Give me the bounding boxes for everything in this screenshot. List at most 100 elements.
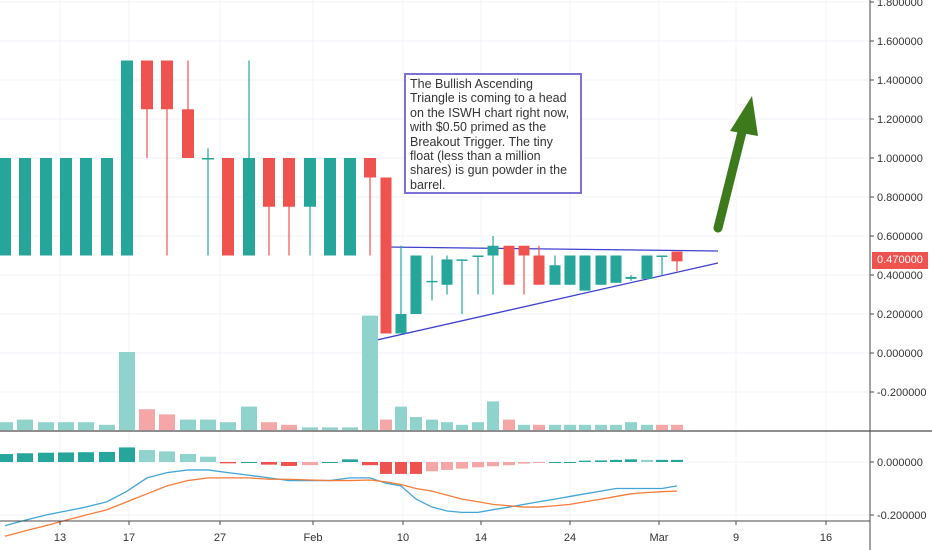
macd-histogram-bar bbox=[302, 462, 318, 466]
macd-tick-label: 0.000000 bbox=[877, 457, 923, 469]
macd-histogram-bar bbox=[281, 462, 297, 466]
macd-histogram-bar bbox=[241, 462, 257, 463]
macd-histogram-bar bbox=[579, 460, 591, 462]
volume-bar bbox=[456, 424, 468, 430]
candle-body bbox=[533, 255, 545, 285]
triangle-trendlines bbox=[367, 246, 719, 343]
macd-histogram-bar bbox=[472, 462, 484, 468]
candle-body bbox=[283, 158, 295, 207]
macd-panel bbox=[0, 430, 932, 537]
volume-bar bbox=[625, 422, 637, 430]
volume-bar bbox=[395, 406, 407, 430]
candle-body bbox=[19, 158, 31, 256]
candle-body bbox=[60, 158, 72, 256]
volume-bar bbox=[58, 422, 74, 430]
macd-histogram-bar bbox=[139, 450, 155, 462]
macd-histogram-bar bbox=[518, 462, 530, 464]
volume-bar bbox=[241, 406, 257, 430]
candle-body bbox=[182, 109, 194, 158]
macd-histogram-bar bbox=[456, 462, 468, 469]
price-tick-label: 1.000000 bbox=[877, 153, 923, 165]
macd-histogram-bar bbox=[395, 462, 407, 474]
candle-body bbox=[141, 60, 153, 110]
volume-bar bbox=[610, 424, 622, 430]
price-tick-label: -0.200000 bbox=[877, 387, 927, 399]
candle-body bbox=[564, 255, 576, 285]
support-line bbox=[367, 262, 719, 343]
volume-bar bbox=[78, 422, 94, 430]
macd-histogram-bar bbox=[180, 454, 196, 462]
candle-body bbox=[595, 255, 607, 285]
time-tick-label: 24 bbox=[564, 532, 576, 544]
volume-bar bbox=[119, 352, 135, 430]
macd-histogram-bar bbox=[17, 453, 33, 462]
volume-bar bbox=[261, 422, 277, 430]
candle-body bbox=[80, 158, 92, 256]
volume-bar bbox=[17, 419, 33, 430]
candle-body bbox=[456, 259, 468, 261]
volume-bar bbox=[200, 419, 216, 430]
candle-body bbox=[380, 177, 392, 334]
price-tick-label: 1.400000 bbox=[877, 75, 923, 87]
candle-body bbox=[610, 255, 622, 283]
volume-bar bbox=[441, 422, 453, 430]
breakout-arrow-icon bbox=[713, 96, 758, 233]
volume-bar bbox=[220, 422, 236, 430]
volume-bar bbox=[518, 424, 530, 430]
candle-body bbox=[222, 158, 234, 256]
candle-body bbox=[487, 245, 499, 256]
candle-body bbox=[344, 158, 356, 256]
candle-body bbox=[549, 265, 561, 285]
macd-histogram-bar bbox=[625, 459, 637, 462]
volume-bar bbox=[595, 424, 607, 430]
macd-histogram-bar bbox=[261, 462, 277, 465]
time-tick-label: Mar bbox=[650, 532, 669, 544]
candle-body bbox=[671, 251, 683, 262]
candle-body bbox=[243, 158, 255, 256]
candle-body bbox=[101, 158, 113, 256]
macd-tick-label: -0.200000 bbox=[877, 510, 927, 522]
time-tick-label: 14 bbox=[475, 532, 487, 544]
macd-histogram-bar bbox=[380, 462, 392, 474]
macd-histogram-bar bbox=[671, 459, 683, 462]
candle-body bbox=[625, 276, 637, 279]
price-tick-label: 1.600000 bbox=[877, 36, 923, 48]
macd-histogram-bar bbox=[220, 462, 236, 464]
arrow-head bbox=[730, 96, 758, 136]
last-price-tag: 0.470000 bbox=[872, 252, 928, 269]
macd-histogram-bar bbox=[487, 462, 499, 467]
volume-bar bbox=[362, 315, 378, 430]
candle-body bbox=[202, 158, 214, 160]
price-tick-label: 0.000000 bbox=[877, 348, 923, 360]
price-tick-label: 1.800000 bbox=[877, 0, 923, 9]
macd-histogram-bar bbox=[595, 460, 607, 462]
volume-bar bbox=[641, 424, 653, 430]
candle-body bbox=[518, 245, 530, 256]
candle-body bbox=[656, 255, 668, 257]
volume-bar bbox=[38, 422, 54, 430]
macd-histogram-bar bbox=[0, 454, 13, 462]
volume-bar bbox=[281, 424, 297, 430]
macd-histogram-bar bbox=[533, 462, 545, 463]
macd-histogram-bar bbox=[200, 456, 216, 462]
arrow-shaft bbox=[713, 115, 750, 233]
candle-body bbox=[161, 60, 173, 110]
macd-histogram-bar bbox=[342, 459, 358, 462]
candle-body bbox=[40, 158, 52, 256]
volume-bar bbox=[302, 427, 318, 430]
price-tick-label: 1.200000 bbox=[877, 114, 923, 126]
volume-bar bbox=[564, 424, 576, 430]
time-tick-label: 27 bbox=[214, 532, 226, 544]
macd-histogram-bar bbox=[78, 452, 94, 462]
macd-histogram-bar bbox=[58, 452, 74, 462]
price-tick-label: 0.600000 bbox=[877, 231, 923, 243]
volume-bar bbox=[342, 427, 358, 430]
volume-bar bbox=[410, 417, 422, 430]
candle-body bbox=[364, 158, 376, 178]
time-tick-label: 9 bbox=[733, 532, 739, 544]
volume-bar bbox=[671, 424, 683, 430]
time-tick-label: 16 bbox=[820, 532, 832, 544]
candle-body bbox=[410, 255, 422, 314]
macd-histogram-bar bbox=[441, 462, 453, 470]
